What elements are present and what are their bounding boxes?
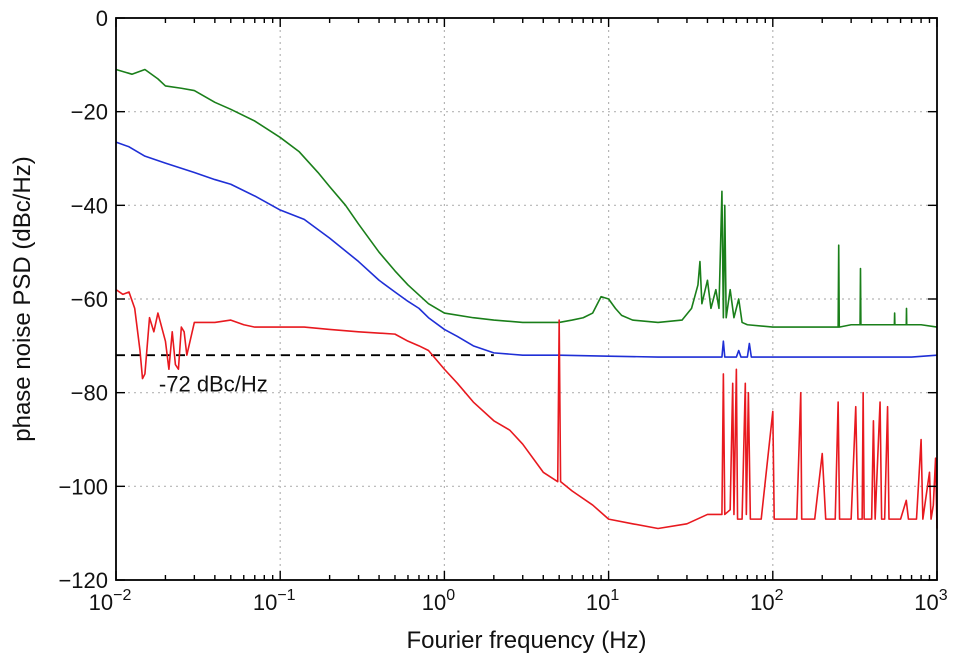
series-line-1 [115,141,938,358]
x-axis-title: Fourier frequency (Hz) [406,627,646,654]
x-tick-label: 101 [586,587,619,615]
axis-tick-labels: 10−2 10−1 100 101 102 103 0 −20 −40 −60 −80 −100 −12… [58,6,947,615]
axis-ticks [115,17,938,581]
y-tick-label: −100 [58,474,108,499]
x-tick-label: 100 [422,587,455,615]
grid-lines [116,18,937,580]
y-tick-label: 0 [96,6,108,31]
x-tick-label: 103 [914,587,947,615]
x-tick-label: 102 [750,587,783,615]
series-line-2 [115,288,938,530]
x-tick-label: 10−2 [89,587,132,615]
y-tick-label: −120 [58,568,108,593]
series-line-0 [115,68,938,328]
x-tick-label: 10−1 [253,587,296,615]
y-axis-title: phase noise PSD (dBc/Hz) [9,156,36,441]
y-tick-label: −40 [71,193,108,218]
reference-annotation: -72 dBc/Hz [159,371,268,396]
y-tick-label: −60 [71,287,108,312]
y-tick-label: −20 [71,100,108,125]
y-tick-label: −80 [71,381,108,406]
series-group [115,68,938,530]
